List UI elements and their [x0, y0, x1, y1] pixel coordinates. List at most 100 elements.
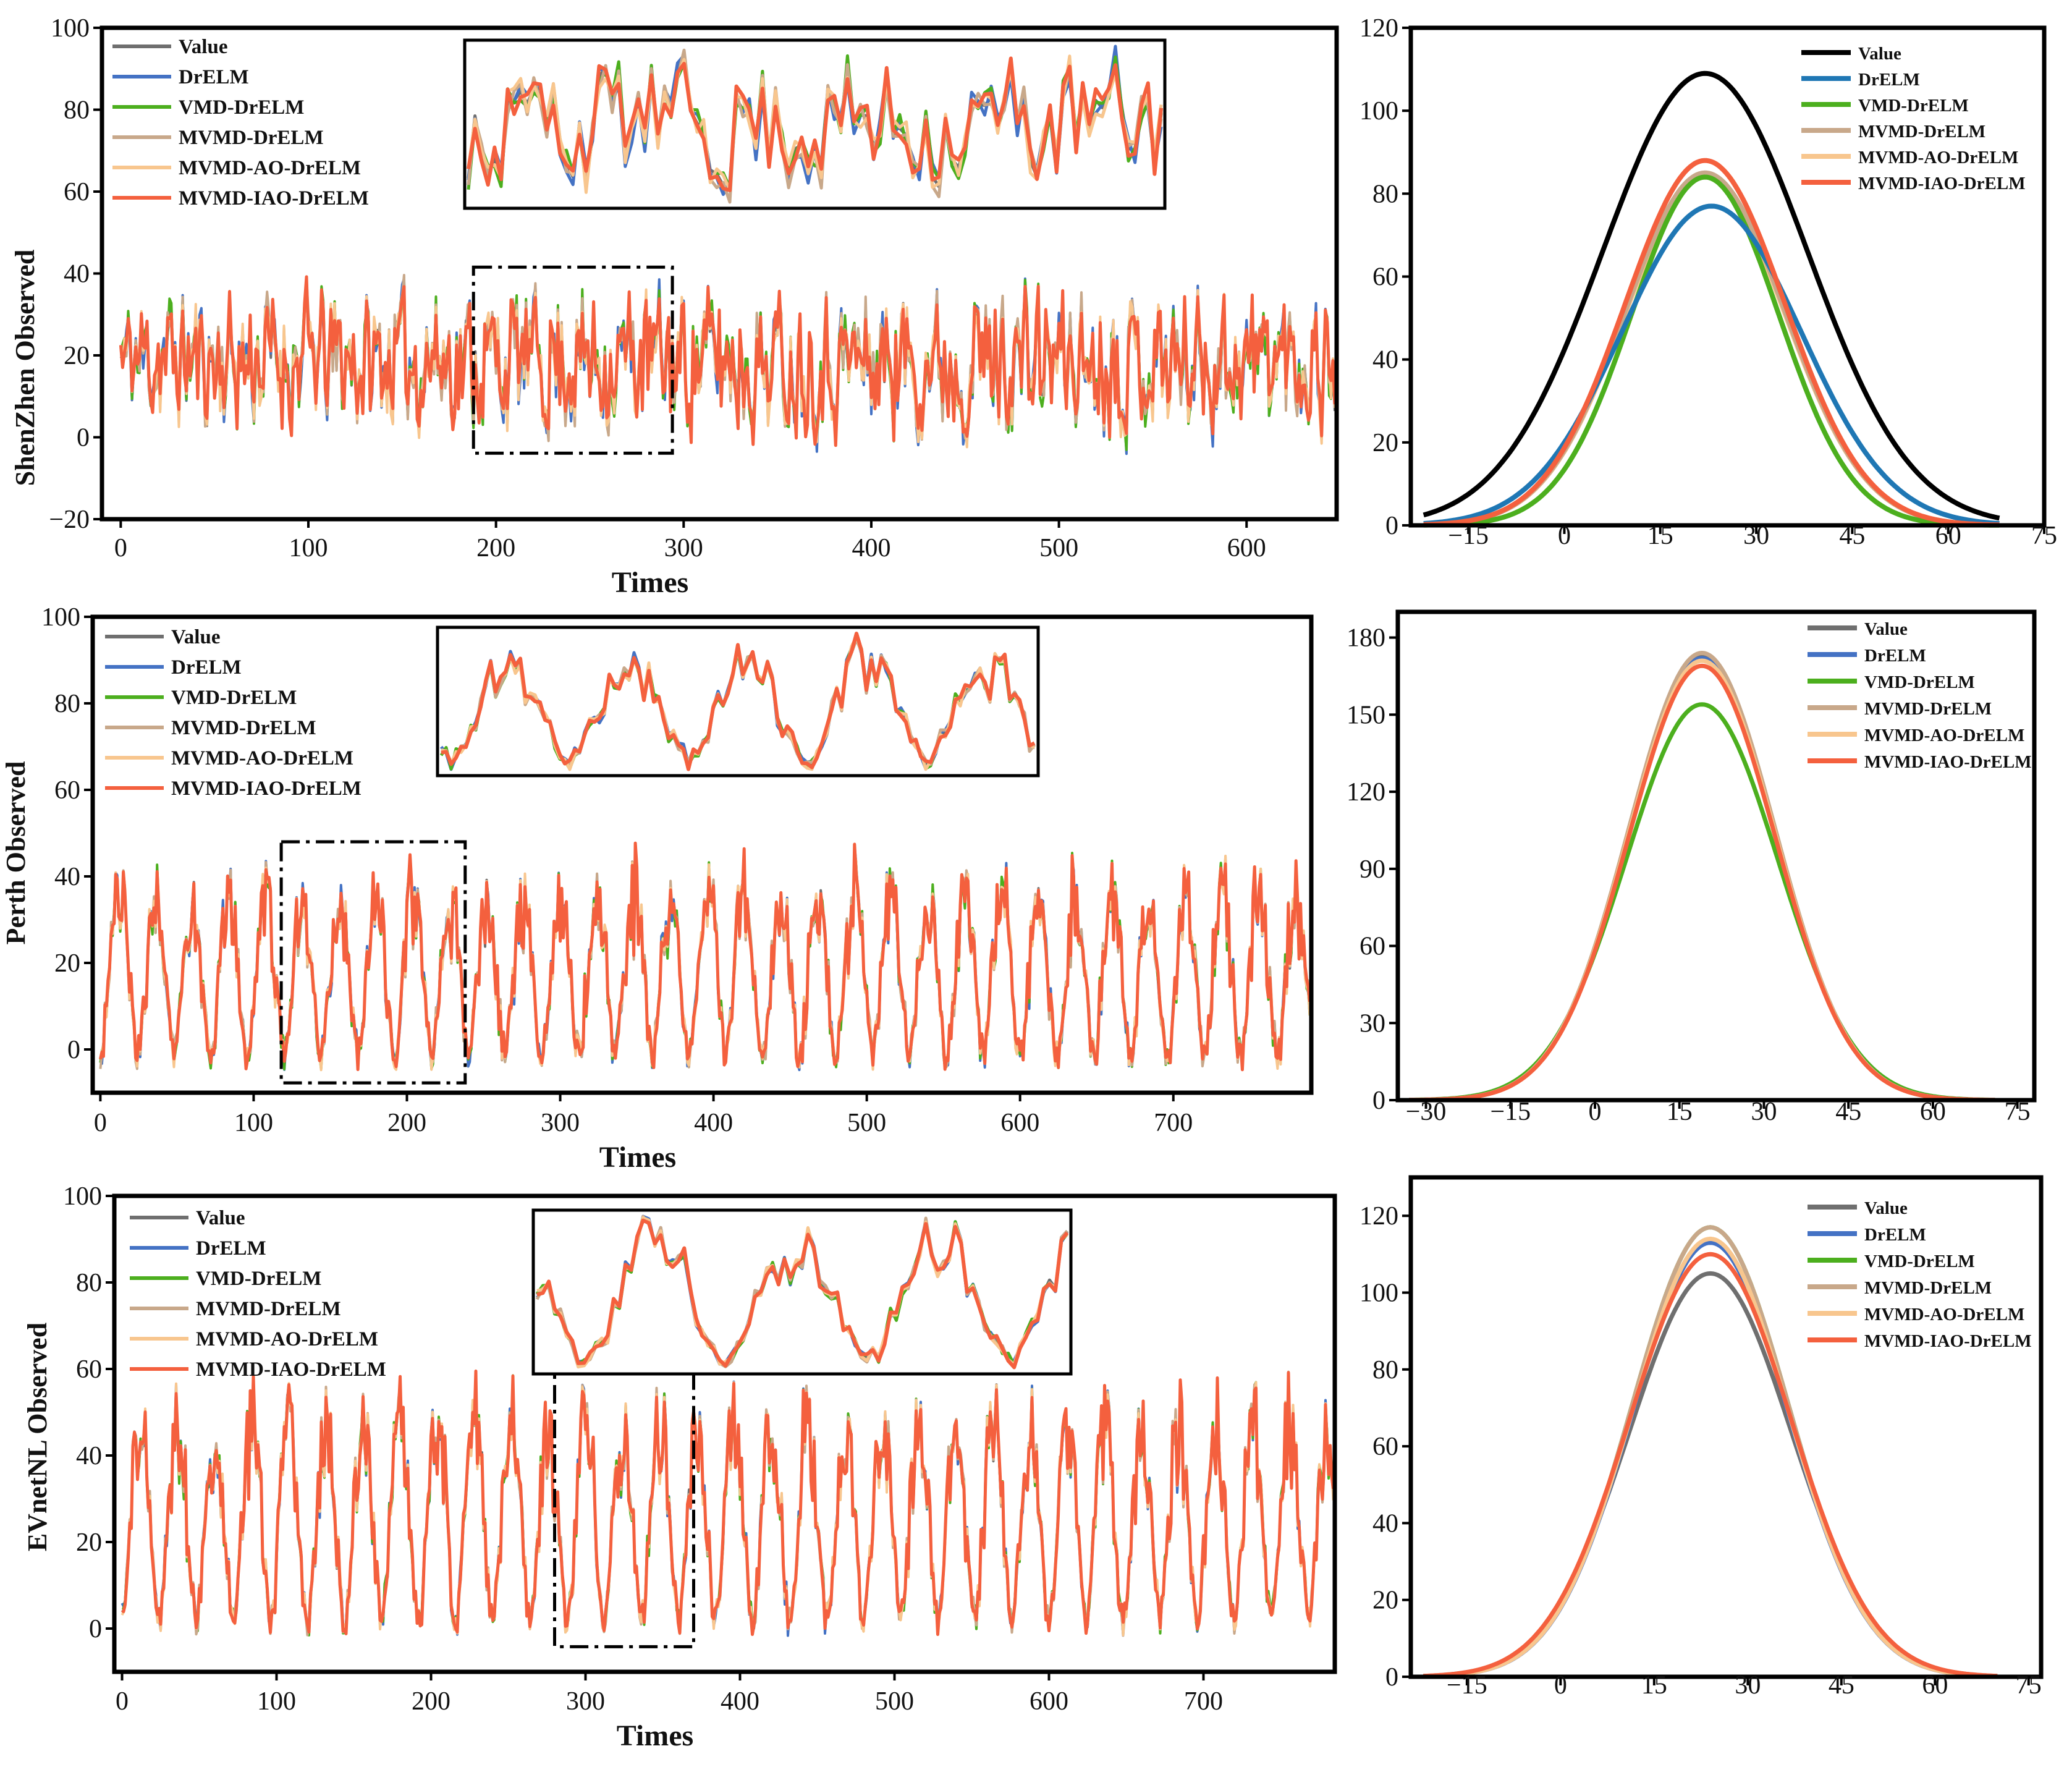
kde-perth-frame [1395, 609, 2037, 1103]
ts-evnetnl-xtick-label: 200 [412, 1687, 450, 1716]
kde-perth-curve-mvmd-drelm [1409, 651, 1995, 1103]
kde-evnetnl-xtick-label: 30 [1735, 1671, 1761, 1700]
kde-shenzhen-ytick-label: 80 [1372, 180, 1398, 208]
kde-evnetnl-legend-label: MVMD-IAO-DrELM [1864, 1331, 2032, 1351]
ts-evnetnl-ytick-label: 60 [76, 1355, 102, 1384]
ts-shenzhen-ytick-label: 60 [64, 178, 90, 206]
ts-evnetnl-xtick-label: 600 [1030, 1687, 1068, 1716]
ts-perth-ylabel: Perth Observed [1, 761, 31, 945]
ts-perth-legend-label: MVMD-IAO-DrELM [171, 778, 362, 800]
kde-shenzhen-curve-mvmd-drelm [1423, 170, 2000, 528]
ts-perth-xtick-label: 0 [94, 1109, 107, 1137]
kde-evnetnl-ytick-label: 100 [1359, 1279, 1398, 1307]
kde-evnetnl-xtick-label: −15 [1447, 1671, 1487, 1700]
ts-evnetnl-legend-label: DrELM [196, 1237, 266, 1260]
kde-shenzhen-curve-value [1423, 70, 2000, 521]
kde-shenzhen-xtick-label: 0 [1558, 522, 1571, 550]
kde-perth-xtick-label: −15 [1490, 1098, 1531, 1126]
ts-perth-xtick-label: 100 [234, 1109, 273, 1137]
ts-evnetnl-legend-label: MVMD-IAO-DrELM [196, 1358, 386, 1381]
ts-perth-legend-label: VMD-DrELM [171, 687, 297, 709]
kde-perth-curve-mvmd-iao-drelm [1409, 663, 1995, 1103]
kde-evnetnl-legend-label: DrELM [1864, 1225, 1926, 1245]
ts-perth-legend-label: MVMD-DrELM [171, 717, 316, 739]
kde-evnetnl-ytick-label: 80 [1372, 1356, 1398, 1384]
kde-perth-ytick-label: 180 [1347, 624, 1385, 653]
ts-shenzhen-legend-label: DrELM [179, 66, 249, 88]
kde-evnetnl-frame [1408, 1175, 2044, 1679]
kde-perth-ytick-label: 30 [1359, 1009, 1385, 1038]
ts-perth-xtick-label: 500 [847, 1109, 886, 1137]
kde-perth-legend-label: MVMD-AO-DrELM [1864, 726, 2024, 745]
kde-perth-legend-label: DrELM [1864, 646, 1926, 666]
kde-evnetnl-ytick-label: 40 [1372, 1509, 1398, 1538]
kde-evnetnl-ytick-label: 60 [1372, 1433, 1398, 1461]
kde-shenzhen-legend-label: MVMD-AO-DrELM [1858, 148, 2018, 167]
kde-perth-panel: −30 −15 0 15 30 45 60 75 0 30 60 90 120 150 180 Value Dr… [1347, 609, 2037, 1126]
kde-shenzhen-legend-label: MVMD-DrELM [1858, 122, 1985, 142]
ts-perth-xtick-label: 200 [387, 1109, 426, 1137]
kde-shenzhen-xtick-label: 75 [2031, 522, 2057, 550]
ts-evnetnl-ytick-label: 100 [63, 1182, 102, 1211]
kde-perth-xtick-label: 45 [1835, 1098, 1861, 1126]
ts-evnetnl-xlabel: Times [617, 1719, 693, 1752]
kde-shenzhen-legend-label: VMD-DrELM [1858, 96, 1969, 116]
ts-shenzhen-ytick-label: 40 [64, 260, 90, 289]
kde-evnetnl-curve-mvmd-ao-drelm [1423, 1236, 1998, 1679]
ts-perth-inset-line-mvmd-iao-drelm [441, 632, 1036, 771]
ts-shenzhen-ylabel: ShenZhen Observed [10, 250, 40, 486]
ts-shenzhen-inset-line-mvmd-iao-drelm [467, 56, 1163, 192]
ts-evnetnl-xtick-label: 500 [875, 1687, 914, 1716]
ts-perth-xtick-label: 300 [541, 1109, 580, 1137]
ts-perth-legend-label: DrELM [171, 656, 242, 679]
kde-evnetnl-ytick-label: 20 [1372, 1587, 1398, 1615]
kde-evnetnl-legend-label: MVMD-DrELM [1864, 1278, 1992, 1298]
ts-shenzhen-xtick-label: 500 [1039, 534, 1078, 562]
ts-shenzhen-series-group [119, 274, 1337, 456]
ts-evnetnl-ytick-label: 0 [89, 1615, 102, 1643]
kde-shenzhen-curve-drelm [1423, 203, 2000, 527]
ts-shenzhen-ytick-label: 100 [51, 14, 90, 43]
kde-shenzhen-curve-mvmd-iao-drelm [1423, 158, 2000, 528]
kde-perth-xtick-label: 15 [1667, 1098, 1693, 1126]
kde-perth-xtick-label: 60 [1920, 1098, 1946, 1126]
ts-perth-ytick-label: 20 [54, 949, 80, 978]
ts-shenzhen-xtick-label: 200 [476, 534, 515, 562]
kde-shenzhen-ytick-label: 40 [1372, 346, 1398, 375]
ts-shenzhen-zoom-box [471, 265, 674, 455]
ts-evnetnl-xtick-label: 400 [721, 1687, 759, 1716]
kde-shenzhen-legend-label: DrELM [1858, 70, 1920, 90]
ts-evnetnl-ytick-label: 40 [76, 1442, 102, 1470]
kde-evnetnl-xtick-label: 0 [1554, 1671, 1567, 1700]
kde-evnetnl-legend-label: VMD-DrELM [1864, 1252, 1975, 1271]
ts-perth-xlabel: Times [599, 1141, 676, 1174]
ts-shenzhen-xlabel: Times [612, 566, 688, 599]
kde-shenzhen-xtick-label: 45 [1839, 522, 1865, 550]
ts-perth-zoom-box [279, 840, 467, 1085]
ts-shenzhen-legend-label: Value [179, 36, 227, 58]
ts-shenzhen-xtick-label: 300 [664, 534, 703, 562]
kde-evnetnl-xtick-label: 75 [2016, 1671, 2042, 1700]
ts-evnetnl-legend-label: MVMD-AO-DrELM [196, 1328, 378, 1350]
kde-evnetnl-panel: −15 0 15 30 45 60 75 0 20 40 60 80 100 120 Value DrELM V… [1359, 1175, 2044, 1700]
ts-evnetnl-xtick-label: 100 [257, 1687, 296, 1716]
kde-perth-curve-value [1409, 653, 1995, 1103]
ts-perth-xtick-label: 600 [1000, 1109, 1039, 1137]
kde-perth-legend-label: MVMD-DrELM [1864, 699, 1992, 719]
kde-shenzhen-xtick-label: 60 [1935, 522, 1961, 550]
kde-shenzhen-ytick-label: 0 [1385, 512, 1398, 540]
ts-shenzhen-xtick-label: 600 [1227, 534, 1266, 562]
kde-evnetnl-xtick-label: 45 [1829, 1671, 1854, 1700]
kde-evnetnl-ytick-label: 0 [1385, 1663, 1398, 1692]
ts-shenzhen-xtick-label: 400 [852, 534, 890, 562]
kde-perth-xtick-label: −30 [1406, 1098, 1447, 1126]
kde-shenzhen-curve-mvmd-ao-drelm [1423, 174, 2000, 528]
kde-perth-xtick-label: 0 [1589, 1098, 1602, 1126]
ts-shenzhen-xtick-label: 0 [114, 534, 127, 562]
kde-shenzhen-panel: −15 0 15 30 45 60 75 0 20 40 60 80 100 120 Value DrELM V… [1359, 14, 2057, 550]
ts-evnetnl-legend-label: VMD-DrELM [196, 1268, 321, 1290]
ts-perth-line-mvmd-iao-drelm [98, 841, 1311, 1072]
kde-perth-xtick-label: 75 [2005, 1098, 2031, 1126]
kde-evnetnl-xtick-label: 60 [1922, 1671, 1948, 1700]
